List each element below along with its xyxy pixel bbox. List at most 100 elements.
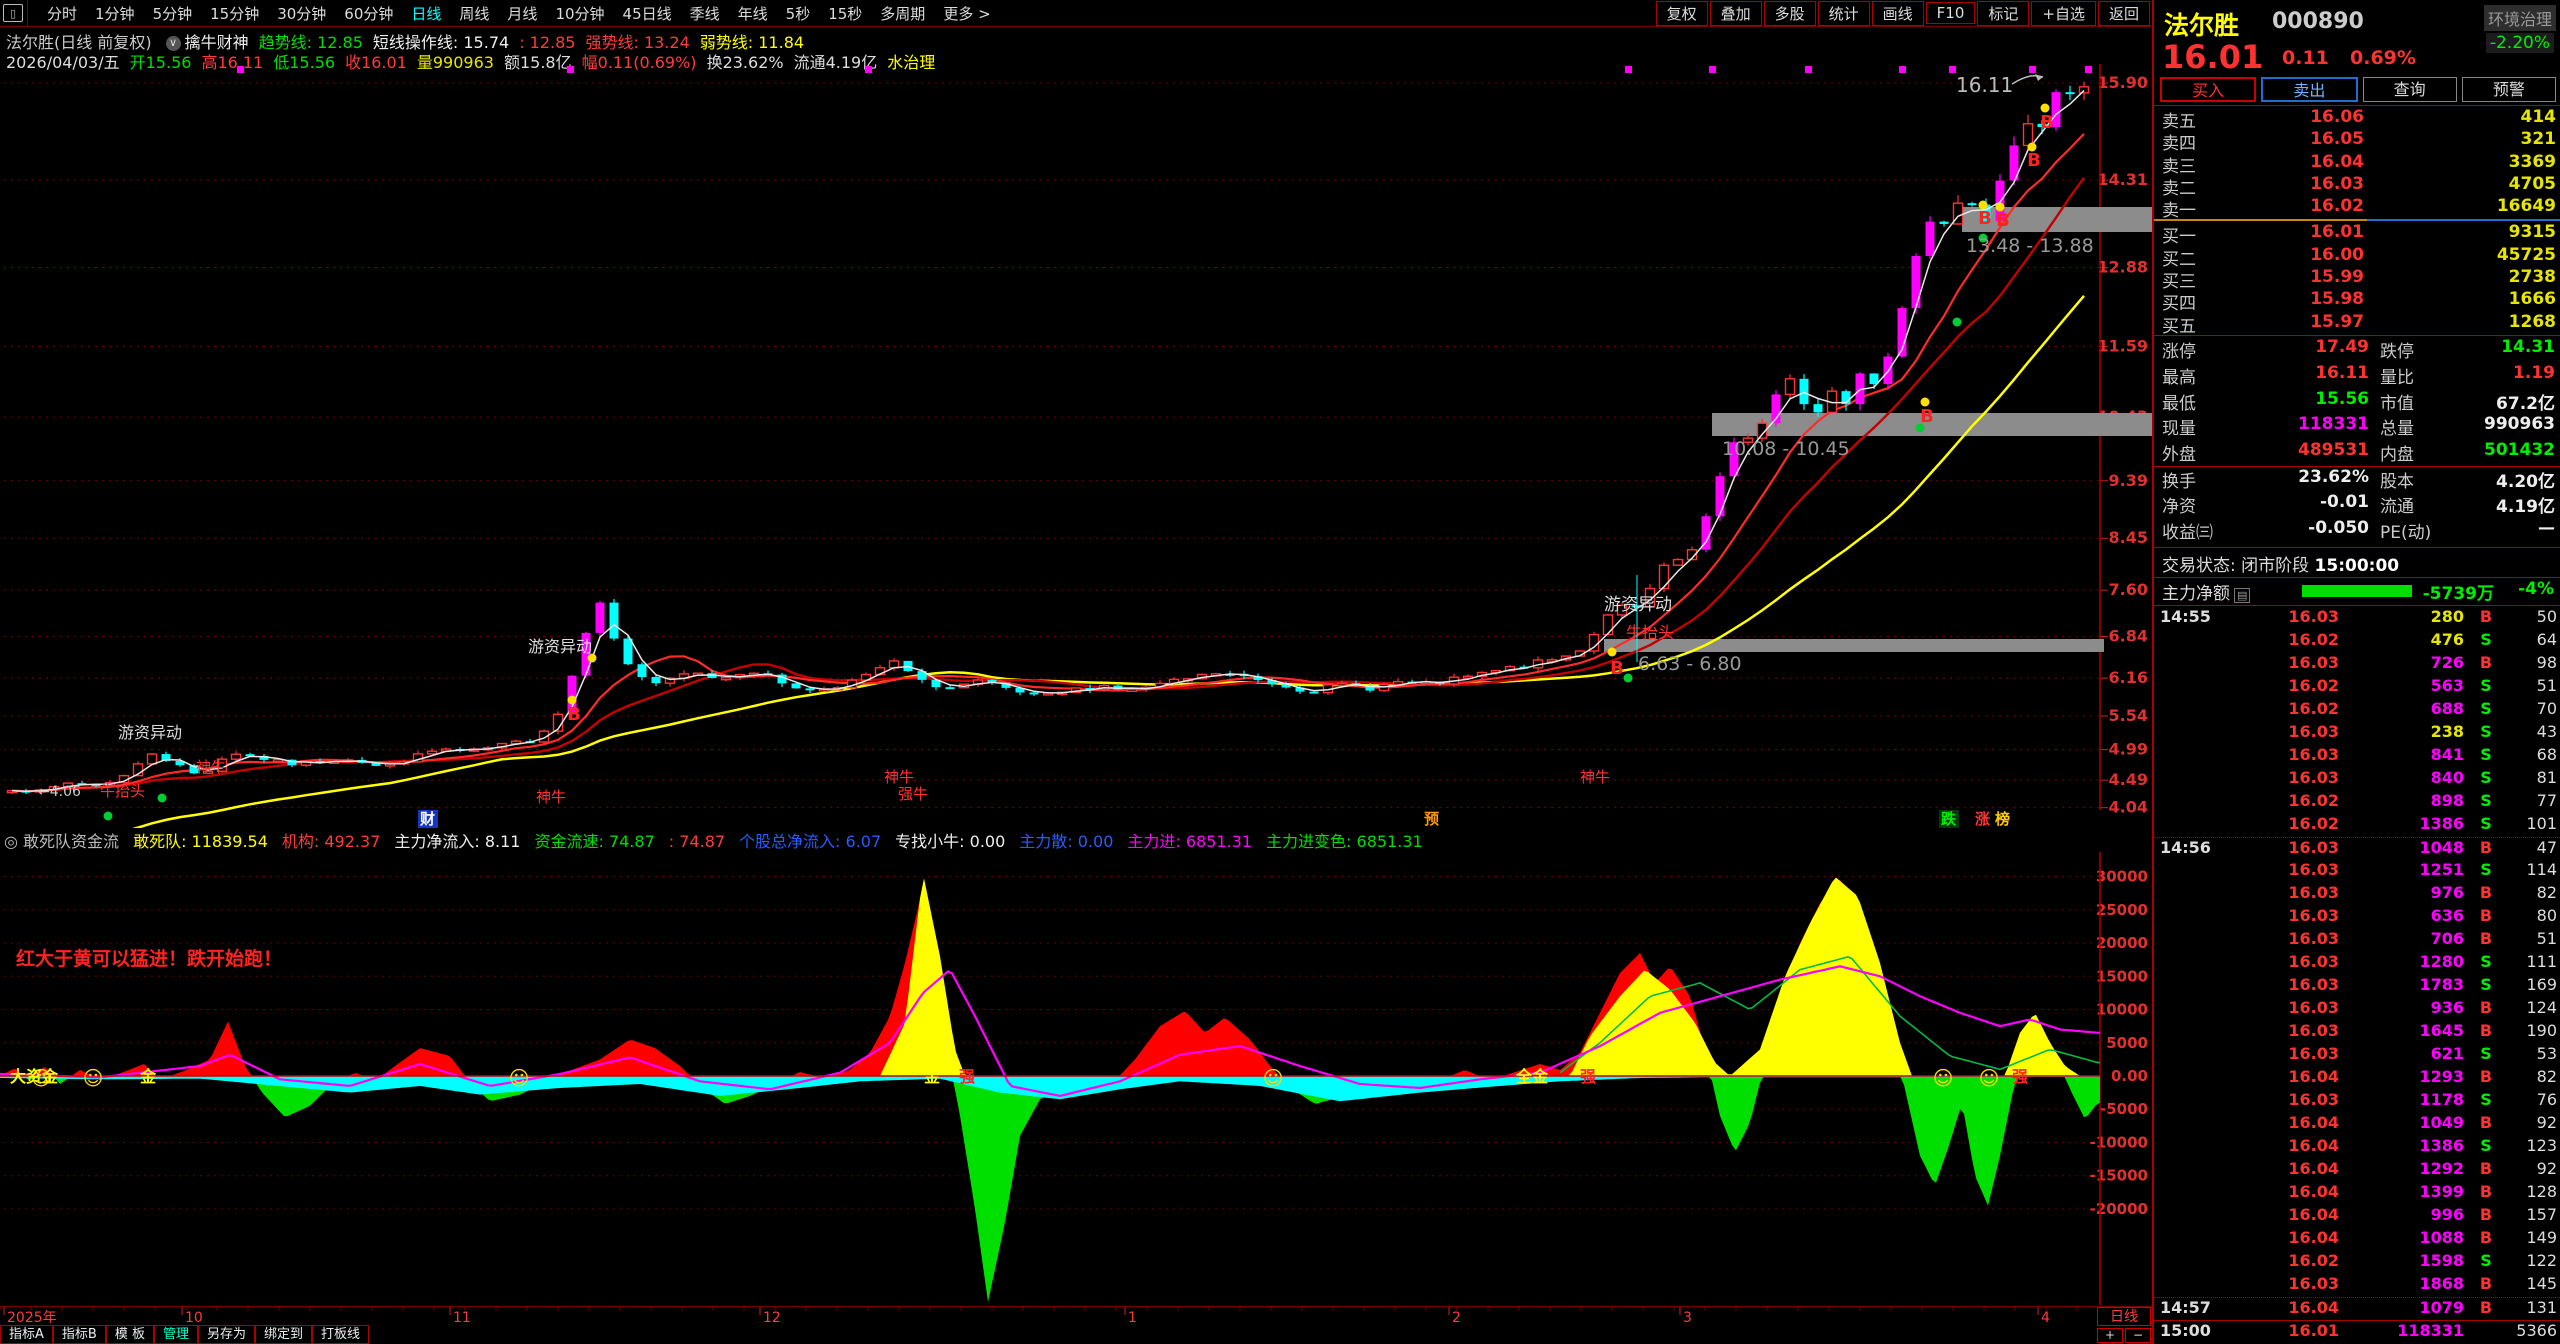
indicator-header-seg: 资金流速: 74.87 (534, 832, 655, 850)
main-candle-chart[interactable]: 15.9014.3112.8811.5910.439.398.457.606.8… (0, 60, 2152, 828)
ask-row[interactable]: 卖一 16.02 16649 (2154, 196, 2560, 221)
period-menu: 分时 1分钟 5分钟 15分钟 30分钟 60分钟 日线 周线 月线 10分钟 45日线 季线 年线 5秒… (27, 0, 1000, 26)
tab-另存为[interactable]: 另存为 (197, 1325, 255, 1344)
menu-item-周线[interactable]: 周线 (459, 4, 490, 23)
fund-flow-indicator-chart[interactable]: 30000 25000 20000 15000 10000 5000 0.00 -5000 -1… (0, 850, 2152, 1306)
zoom-out-button[interactable]: − (2125, 1328, 2151, 1343)
panel-button-买入[interactable]: 买入 (2160, 77, 2257, 102)
menu-item-更多 >[interactable]: 更多 > (943, 4, 991, 23)
tab-打板线[interactable]: 打板线 (312, 1325, 370, 1344)
tick-row[interactable]: 16.02 563 S 51 (2154, 676, 2560, 699)
toolbar-item-多股[interactable]: 多股 (1763, 0, 1816, 26)
ask-row[interactable]: 卖五 16.06 414 (2154, 107, 2560, 132)
window-icon[interactable]: ▯ (3, 4, 23, 22)
menu-item-1分钟[interactable]: 1分钟 (95, 4, 135, 23)
tick-row[interactable]: 14:56 16.03 1048 B 47 (2154, 837, 2560, 860)
tick-row[interactable]: 16.04 1386 S 123 (2154, 1136, 2560, 1159)
tab-模 板[interactable]: 模 板 (105, 1325, 154, 1344)
bid-row[interactable]: 买四 15.98 1666 (2154, 289, 2560, 314)
menu-item-月线[interactable]: 月线 (507, 4, 538, 23)
tick-row[interactable]: 16.03 936 B 124 (2154, 998, 2560, 1021)
toolbar-item-F10[interactable]: F10 (1925, 2, 1976, 24)
tab-绑定到[interactable]: 绑定到 (255, 1325, 313, 1344)
tab-指标B[interactable]: 指标B (52, 1325, 106, 1344)
tick-row[interactable]: 16.03 1178 S 76 (2154, 1090, 2560, 1113)
tick-row[interactable]: 16.03 1783 S 169 (2154, 975, 2560, 998)
tick-row[interactable]: 16.03 840 S 81 (2154, 768, 2560, 791)
tick-row[interactable]: 16.04 1049 B 92 (2154, 1113, 2560, 1136)
bid-row[interactable]: 买五 15.97 1268 (2154, 312, 2560, 337)
panel-button-卖出[interactable]: 卖出 (2261, 77, 2358, 102)
bid-row[interactable]: 买一 16.01 9315 (2154, 222, 2560, 247)
menu-item-45日线[interactable]: 45日线 (622, 4, 672, 23)
tick-row[interactable]: 16.03 1868 B 145 (2154, 1274, 2560, 1297)
menu-item-15秒[interactable]: 15秒 (828, 4, 863, 23)
menu-item-60分钟[interactable]: 60分钟 (344, 4, 394, 23)
collapse-caret-icon[interactable]: ∨ (165, 36, 181, 51)
tick-count: 145 (2526, 1274, 2557, 1293)
tick-row[interactable]: 16.03 976 B 82 (2154, 883, 2560, 906)
tick-row[interactable]: 14:57 16.04 1079 B 131 (2154, 1297, 2560, 1320)
toolbar-item-+自选[interactable]: +自选 (2031, 0, 2096, 26)
menu-item-15分钟[interactable]: 15分钟 (210, 4, 260, 23)
toolbar-item-标记[interactable]: 标记 (1977, 0, 2030, 26)
bid-row[interactable]: 买二 16.00 45725 (2154, 245, 2560, 270)
menu-item-日线[interactable]: 日线 (411, 4, 442, 23)
tick-row[interactable]: 16.02 476 S 64 (2154, 630, 2560, 653)
menu-item-10分钟[interactable]: 10分钟 (555, 4, 605, 23)
tick-row[interactable]: 14:55 16.03 280 B 50 (2154, 607, 2560, 630)
menu-item-5秒[interactable]: 5秒 (785, 4, 811, 23)
tab-管理[interactable]: 管理 (153, 1325, 198, 1344)
period-indicator[interactable]: 日线 (2097, 1307, 2151, 1326)
tick-row[interactable]: 16.03 706 B 51 (2154, 929, 2560, 952)
net-value: -5739万 (2422, 584, 2494, 604)
panel-button-查询[interactable]: 查询 (2362, 77, 2457, 102)
toolbar-item-叠加[interactable]: 叠加 (1709, 0, 1762, 26)
tick-row[interactable]: 16.02 1386 S 101 (2154, 814, 2560, 837)
menu-item-季线[interactable]: 季线 (689, 4, 720, 23)
zoom-in-button[interactable]: + (2097, 1328, 2123, 1343)
tick-row[interactable]: 16.03 621 S 53 (2154, 1044, 2560, 1067)
stat-value: 14.31 (2501, 337, 2555, 357)
menu-item-5分钟[interactable]: 5分钟 (152, 4, 193, 23)
menu-item-年线[interactable]: 年线 (737, 4, 768, 23)
bid-row[interactable]: 买三 15.99 2738 (2154, 267, 2560, 292)
divider-orange (2154, 219, 2369, 222)
svg-text:11: 11 (453, 1310, 471, 1325)
tick-trade-list[interactable]: 14:55 16.03 280 B 50 16.02 476 S 64 16.03 726 B 98 16… (2154, 607, 2560, 1343)
panel-button-预警[interactable]: 预警 (2461, 77, 2556, 102)
tick-row[interactable]: 16.03 1251 S 114 (2154, 860, 2560, 883)
tick-row[interactable]: 16.04 1292 B 92 (2154, 1159, 2560, 1182)
menu-item-多周期[interactable]: 多周期 (880, 4, 926, 23)
tick-row[interactable]: 15:00 16.01 118331 5366 (2154, 1320, 2560, 1343)
tick-time: 14:55 (2160, 607, 2211, 626)
tick-row[interactable]: 16.04 1399 B 128 (2154, 1182, 2560, 1205)
tick-row[interactable]: 16.04 1088 B 149 (2154, 1228, 2560, 1251)
tick-row[interactable]: 16.03 238 S 43 (2154, 722, 2560, 745)
list-icon[interactable]: ▤ (2234, 588, 2251, 603)
toolbar-item-复权[interactable]: 复权 (1655, 0, 1708, 26)
tick-row[interactable]: 16.03 1645 B 190 (2154, 1021, 2560, 1044)
ask-row[interactable]: 卖二 16.03 4705 (2154, 174, 2560, 199)
toolbar-item-返回[interactable]: 返回 (2097, 0, 2150, 26)
menu-item-分时[interactable]: 分时 (47, 4, 78, 23)
tick-row[interactable]: 16.03 841 S 68 (2154, 745, 2560, 768)
tick-row[interactable]: 16.04 1293 B 82 (2154, 1067, 2560, 1090)
tick-row[interactable]: 16.02 1598 S 122 (2154, 1251, 2560, 1274)
tick-row[interactable]: 16.02 898 S 77 (2154, 791, 2560, 814)
toolbar-item-画线[interactable]: 画线 (1871, 0, 1924, 26)
tick-row[interactable]: 16.03 636 B 80 (2154, 906, 2560, 929)
sector-tag[interactable]: 环境治理 (2483, 5, 2556, 31)
ask-row[interactable]: 卖四 16.05 321 (2154, 129, 2560, 154)
tick-price: 16.02 (2288, 791, 2339, 810)
toolbar-item-统计[interactable]: 统计 (1817, 0, 1870, 26)
tab-指标A[interactable]: 指标A (0, 1325, 53, 1344)
menu-item-30分钟[interactable]: 30分钟 (277, 4, 327, 23)
tick-row[interactable]: 16.03 1280 S 111 (2154, 952, 2560, 975)
tick-row[interactable]: 16.02 688 S 70 (2154, 699, 2560, 722)
tick-volume: 841 (2430, 745, 2464, 764)
tick-row[interactable]: 16.03 726 B 98 (2154, 653, 2560, 676)
tick-row[interactable]: 16.04 996 B 157 (2154, 1205, 2560, 1228)
stat-label: 最高 (2162, 367, 2196, 388)
ask-row[interactable]: 卖三 16.04 3369 (2154, 152, 2560, 177)
